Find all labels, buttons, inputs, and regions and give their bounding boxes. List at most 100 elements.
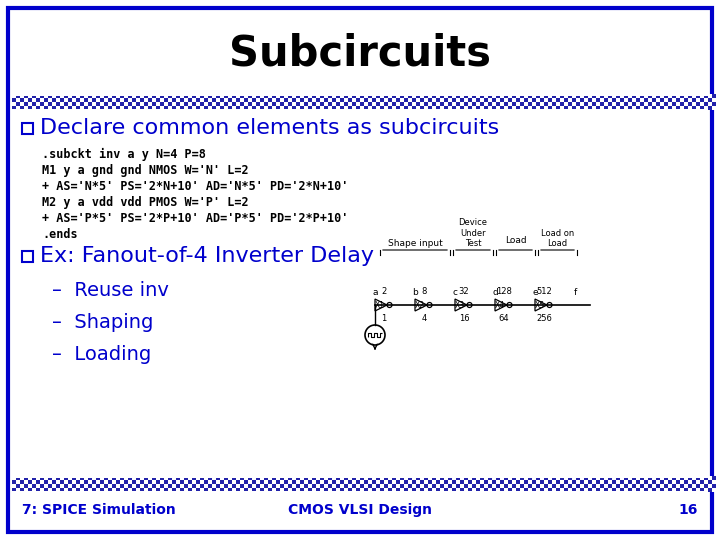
Bar [208, 476, 212, 480]
Bar [644, 488, 648, 492]
Bar [492, 98, 496, 102]
Bar [624, 102, 628, 106]
Bar [624, 94, 628, 98]
Bar [252, 484, 256, 488]
Bar [440, 94, 444, 98]
Bar [296, 98, 300, 102]
Bar [176, 98, 180, 102]
Bar [188, 106, 192, 110]
Bar [244, 488, 248, 492]
Bar [536, 488, 540, 492]
Bar [416, 484, 420, 488]
Bar [636, 488, 640, 492]
Bar [180, 98, 184, 102]
Bar [608, 102, 612, 106]
Bar [344, 480, 348, 484]
Bar [72, 488, 76, 492]
Bar [608, 484, 612, 488]
Bar [372, 102, 376, 106]
Bar [656, 102, 660, 106]
Bar [176, 484, 180, 488]
Bar [352, 94, 356, 98]
Bar [92, 106, 96, 110]
Bar [652, 476, 656, 480]
Bar [132, 488, 136, 492]
Bar [712, 102, 716, 106]
Bar [172, 102, 176, 106]
Bar [180, 484, 184, 488]
Bar [428, 106, 432, 110]
Bar [512, 102, 516, 106]
Bar [680, 106, 684, 110]
Bar [580, 106, 584, 110]
Bar [356, 106, 360, 110]
Bar [564, 480, 568, 484]
Bar [620, 98, 624, 102]
Bar [656, 488, 660, 492]
Bar [680, 102, 684, 106]
Bar [80, 98, 84, 102]
Bar [56, 102, 60, 106]
Bar [424, 106, 428, 110]
Bar [260, 98, 264, 102]
Bar [208, 480, 212, 484]
Bar [396, 106, 400, 110]
Bar [32, 106, 36, 110]
Bar [584, 476, 588, 480]
Bar [172, 488, 176, 492]
Bar [152, 94, 156, 98]
Bar [600, 102, 604, 106]
Bar [28, 476, 32, 480]
Bar [104, 488, 108, 492]
Bar [180, 94, 184, 98]
Bar [320, 102, 324, 106]
Bar [16, 484, 20, 488]
Bar [356, 102, 360, 106]
Bar [140, 476, 144, 480]
Bar [520, 94, 524, 98]
Bar [168, 484, 172, 488]
Bar [168, 94, 172, 98]
Bar [232, 106, 236, 110]
Bar [560, 102, 564, 106]
Bar [212, 98, 216, 102]
Bar [652, 102, 656, 106]
Text: b: b [412, 288, 418, 297]
Bar [560, 106, 564, 110]
Bar [292, 106, 296, 110]
Bar [400, 484, 404, 488]
Bar [36, 106, 40, 110]
Bar [664, 484, 668, 488]
Bar [336, 488, 340, 492]
Bar [704, 106, 708, 110]
Bar [560, 476, 564, 480]
Bar [640, 488, 644, 492]
Bar [524, 94, 528, 98]
Bar [292, 488, 296, 492]
Bar [708, 480, 712, 484]
Bar [432, 484, 436, 488]
Bar [684, 94, 688, 98]
Bar [104, 102, 108, 106]
Bar [276, 98, 280, 102]
Bar [468, 102, 472, 106]
Bar [268, 476, 272, 480]
Bar [64, 106, 68, 110]
Bar [408, 94, 412, 98]
Bar [660, 98, 664, 102]
Bar [336, 476, 340, 480]
Bar [532, 480, 536, 484]
Bar [544, 106, 548, 110]
Bar [516, 488, 520, 492]
Bar [216, 98, 220, 102]
Bar [48, 476, 52, 480]
Bar [76, 98, 80, 102]
Bar [272, 476, 276, 480]
Bar [152, 102, 156, 106]
Bar [308, 98, 312, 102]
Bar [232, 484, 236, 488]
Bar [488, 488, 492, 492]
Bar [152, 488, 156, 492]
Bar [272, 102, 276, 106]
Bar [588, 98, 592, 102]
